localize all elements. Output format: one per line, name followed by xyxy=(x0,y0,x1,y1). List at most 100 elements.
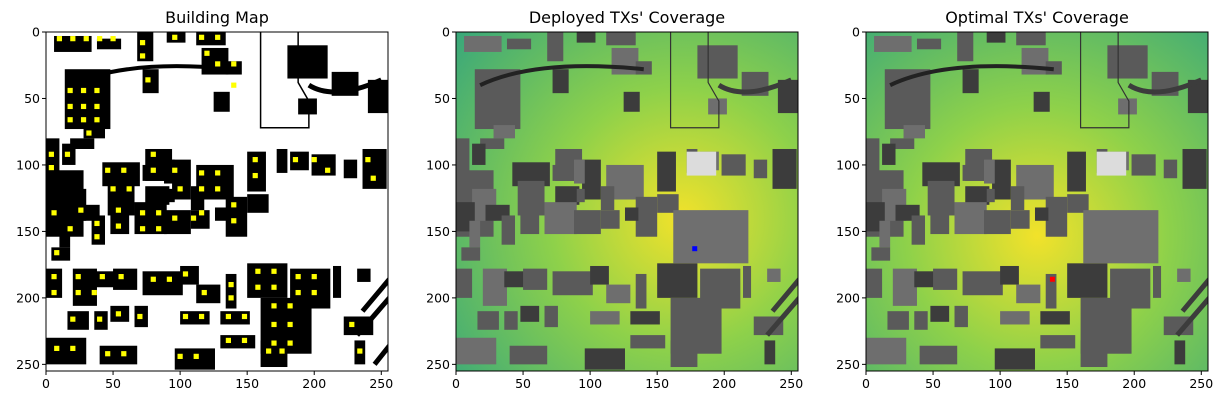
candidate-site xyxy=(225,337,231,344)
x-tick-label: 200 xyxy=(302,376,326,391)
candidate-site xyxy=(349,321,355,328)
building xyxy=(91,215,106,245)
y-tick-label: 50 xyxy=(434,91,450,106)
y-tick-label: 150 xyxy=(426,224,450,239)
building-highlight xyxy=(686,151,717,176)
candidate-site xyxy=(150,276,156,282)
building xyxy=(606,284,631,304)
building xyxy=(247,151,266,192)
candidate-site xyxy=(110,186,116,192)
candidate-site xyxy=(80,117,87,123)
building xyxy=(1034,207,1049,221)
building-curve xyxy=(765,296,798,337)
building xyxy=(472,143,486,165)
x-tick-label: 50 xyxy=(925,376,941,391)
y-tick-label: 250 xyxy=(16,357,40,372)
candidate-site xyxy=(54,250,60,256)
building xyxy=(903,125,926,139)
building xyxy=(480,138,505,149)
building xyxy=(225,273,237,309)
building xyxy=(590,265,609,285)
candidate-site xyxy=(80,103,87,110)
x-tick-label: 0 xyxy=(452,376,460,391)
building xyxy=(984,210,1011,235)
building xyxy=(930,305,950,322)
candidate-site xyxy=(80,87,87,94)
building xyxy=(657,151,676,192)
building xyxy=(343,316,374,336)
building xyxy=(213,91,230,112)
building xyxy=(1000,311,1030,325)
building xyxy=(456,268,473,298)
candidate-site xyxy=(279,348,285,354)
candidate-site xyxy=(150,167,156,173)
candidate-site xyxy=(172,167,178,173)
building xyxy=(635,273,647,309)
x-tick-label: 100 xyxy=(168,376,192,391)
x-tick-label: 0 xyxy=(862,376,870,391)
candidate-site xyxy=(271,303,277,309)
building xyxy=(962,69,979,94)
building xyxy=(469,220,481,248)
building xyxy=(276,148,288,173)
building xyxy=(697,45,738,79)
candidate-site xyxy=(86,130,92,136)
building xyxy=(357,268,371,282)
building xyxy=(882,143,896,165)
candidate-site xyxy=(105,351,111,357)
candidate-site xyxy=(70,36,76,42)
candidate-site xyxy=(166,276,172,282)
building-curve xyxy=(1180,277,1208,313)
candidate-site xyxy=(67,87,73,94)
building-curve xyxy=(479,64,644,87)
building xyxy=(600,186,615,211)
candidate-site xyxy=(365,157,371,163)
building-curve xyxy=(889,64,1054,87)
candidate-site xyxy=(48,151,54,157)
building xyxy=(670,340,698,368)
x-tick-label: 100 xyxy=(578,376,602,391)
building xyxy=(501,215,516,245)
candidate-site xyxy=(325,167,331,173)
building xyxy=(67,311,89,330)
candidate-site xyxy=(182,271,189,277)
building xyxy=(367,79,388,114)
building xyxy=(673,210,749,264)
building xyxy=(134,202,167,235)
candidate-site xyxy=(255,284,261,290)
building xyxy=(190,186,205,211)
building xyxy=(1067,194,1089,213)
building xyxy=(166,188,175,203)
building xyxy=(1182,148,1207,189)
building xyxy=(142,69,159,94)
deployed-coverage-image xyxy=(456,32,798,371)
building xyxy=(504,271,529,288)
panel-deployed-coverage: Deployed TXs' Coverage 0 50 100 150 200 25005… xyxy=(426,8,803,391)
x-tick-label: 100 xyxy=(988,376,1012,391)
building xyxy=(1177,268,1191,282)
candidate-site xyxy=(91,289,97,296)
building xyxy=(552,164,577,181)
y-tick-label: 150 xyxy=(16,224,40,239)
building xyxy=(110,202,130,235)
building xyxy=(1016,32,1046,46)
candidate-site xyxy=(67,103,73,110)
candidate-site xyxy=(255,268,261,274)
building xyxy=(552,69,569,94)
building xyxy=(606,32,636,46)
candidate-site xyxy=(67,226,73,232)
building xyxy=(1153,265,1162,298)
candidate-site xyxy=(75,274,81,280)
building xyxy=(879,220,891,248)
building xyxy=(630,311,660,325)
building xyxy=(965,186,990,205)
building xyxy=(333,265,342,298)
building xyxy=(547,32,564,62)
building xyxy=(708,98,727,115)
building-map-image xyxy=(46,32,388,371)
building xyxy=(343,159,358,179)
candidate-site xyxy=(190,215,197,221)
candidate-site xyxy=(54,345,60,351)
building xyxy=(174,348,215,370)
